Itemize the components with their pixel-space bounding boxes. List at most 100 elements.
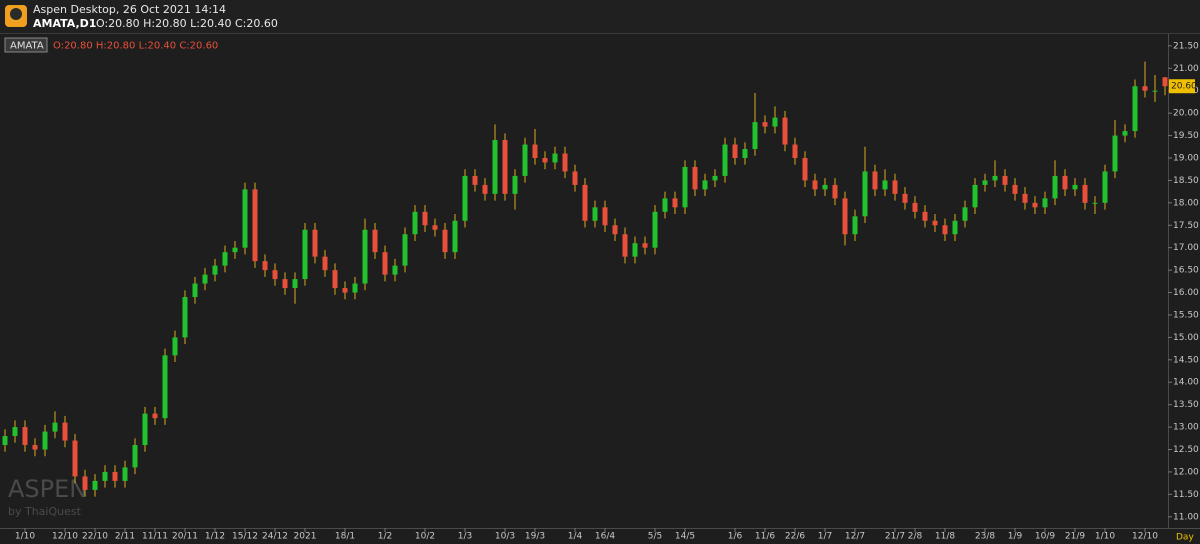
candle-body	[1032, 202, 1038, 208]
x-tick-label: 22/6	[785, 532, 805, 542]
candle-body	[1042, 198, 1048, 208]
candle-body	[12, 427, 18, 437]
candle-body	[1022, 193, 1028, 203]
legend-symbol-box[interactable]	[4, 37, 48, 53]
x-tick-label: 1/7	[818, 532, 832, 542]
candle-body	[362, 229, 368, 284]
candle-body	[172, 337, 178, 356]
candle-body	[862, 171, 868, 217]
candle-body	[232, 247, 238, 253]
x-tick-label: 22/10	[82, 532, 108, 542]
y-tick-label: 15.50	[1173, 310, 1199, 320]
header-symbol: AMATA,D1	[33, 17, 96, 30]
candle-body	[722, 144, 728, 176]
candle-body	[682, 166, 688, 208]
x-tick-label: 12/10	[1132, 532, 1158, 542]
candle-body	[122, 467, 128, 481]
candle-body	[912, 202, 918, 212]
candle-body	[72, 440, 78, 477]
x-tick-label: 12/10	[52, 532, 78, 542]
candle-body	[452, 220, 458, 253]
x-tick-label: 18/1	[335, 532, 355, 542]
candle-body	[302, 229, 308, 280]
candle-body	[32, 445, 38, 450]
candle-body	[442, 229, 448, 253]
candle-body	[822, 184, 828, 190]
candle-body	[752, 122, 758, 150]
candle-body	[52, 422, 58, 432]
x-tick-label: 2021	[294, 532, 317, 542]
x-tick-label: 5/5	[648, 532, 662, 542]
y-tick-label: 11.50	[1173, 490, 1199, 500]
x-tick-label: 10/2	[415, 532, 435, 542]
candle-body	[962, 207, 968, 221]
x-tick-label: 15/12	[232, 532, 258, 542]
candle-body	[692, 166, 698, 190]
y-tick-label: 19.50	[1173, 131, 1199, 141]
candle-body	[1002, 175, 1008, 185]
y-tick-label: 11.00	[1173, 512, 1199, 522]
x-tick-label: 1/3	[458, 532, 472, 542]
y-tick-label: 19.00	[1173, 153, 1199, 163]
candle-body	[702, 180, 708, 190]
x-tick-label: 23/8	[975, 532, 995, 542]
candle-body	[402, 234, 408, 266]
candle-body	[92, 480, 98, 490]
candle-body	[312, 229, 318, 257]
candle-body	[1082, 184, 1088, 203]
candle-body	[392, 265, 398, 275]
x-tick-label: 2/8	[908, 532, 923, 542]
candle-body	[602, 207, 608, 226]
x-tick-label: 14/5	[675, 532, 695, 542]
candle-body	[1152, 90, 1158, 92]
candle-body	[1162, 77, 1168, 87]
x-tick-label: 12/7	[845, 532, 865, 542]
y-tick-label: 16.50	[1173, 266, 1199, 276]
legend-ohlc: O:20.80 H:20.80 L:20.40 C:20.60	[53, 41, 218, 52]
candle-body	[252, 189, 258, 262]
candle-body	[462, 175, 468, 221]
candle-body	[812, 180, 818, 190]
candle-body	[222, 252, 228, 266]
candle-body	[242, 189, 248, 248]
candle-body	[832, 184, 838, 199]
candle-body	[512, 175, 518, 194]
y-tick-label: 16.00	[1173, 288, 1199, 298]
candle-body	[562, 153, 568, 172]
y-tick-label: 21.00	[1173, 64, 1199, 74]
candle-body	[1092, 202, 1098, 204]
candle-body	[582, 184, 588, 221]
last-price-box	[1169, 79, 1195, 94]
candle-body	[322, 256, 328, 271]
candle-body	[782, 117, 788, 145]
x-tick-label: 1/10	[15, 532, 35, 542]
candle-body	[932, 220, 938, 226]
candle-body	[592, 207, 598, 221]
candle-body	[202, 274, 208, 284]
app-icon-mark	[10, 8, 22, 20]
candle-body	[212, 265, 218, 275]
candle-body	[502, 140, 508, 194]
header-ohlc: O:20.80 H:20.80 L:20.40 C:20.60	[96, 17, 278, 30]
x-tick-label: 19/3	[525, 532, 545, 542]
y-tick-label: 13.50	[1173, 400, 1199, 410]
y-tick-label: 14.00	[1173, 378, 1199, 388]
y-tick-label: 20.00	[1173, 109, 1199, 119]
candle-body	[332, 270, 338, 289]
candle-body	[1132, 86, 1138, 132]
candle-body	[972, 184, 978, 208]
candle-body	[1142, 86, 1148, 91]
y-tick-label: 14.50	[1173, 355, 1199, 365]
candle-body	[792, 144, 798, 158]
x-tick-label: 11/11	[142, 532, 168, 542]
last-price-label: 20.60	[1171, 82, 1197, 92]
x-tick-label: 2/11	[115, 532, 135, 542]
candle-body	[372, 229, 378, 253]
candle-body	[82, 476, 88, 490]
candle-body	[802, 157, 808, 181]
candle-body	[872, 171, 878, 190]
period-label[interactable]: Day	[1176, 533, 1194, 543]
candle-body	[262, 261, 268, 271]
candle-body	[192, 283, 198, 298]
